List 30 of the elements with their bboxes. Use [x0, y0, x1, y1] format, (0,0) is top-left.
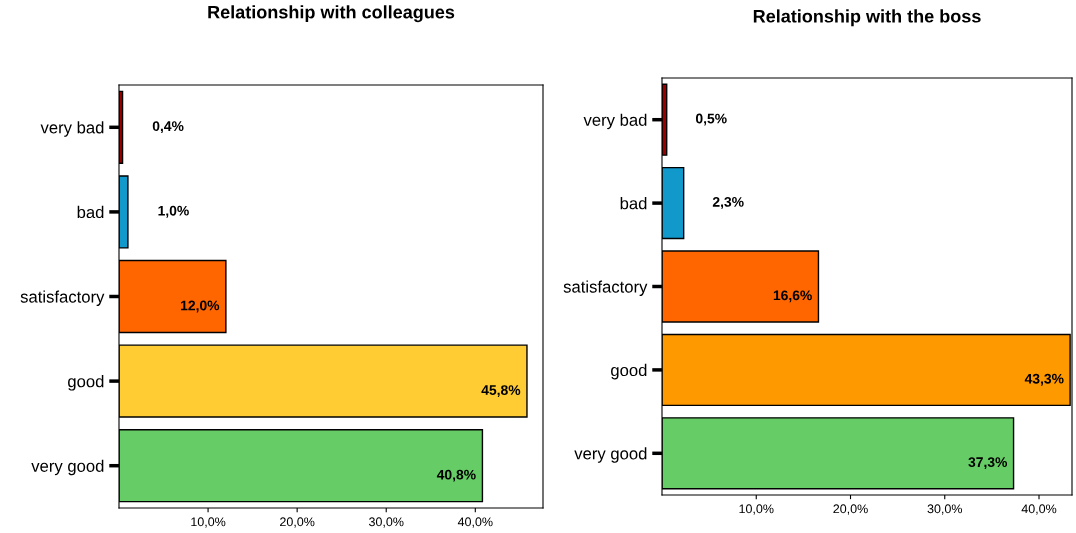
x-tick-label: 10,0%: [191, 517, 226, 528]
y-tick-label: satisfactory: [563, 280, 648, 296]
y-tick-label: bad: [620, 197, 647, 210]
data-label: 43,3%: [1024, 373, 1064, 386]
y-tick-label: very bad: [40, 121, 104, 137]
chart-title: Relationship with colleagues: [208, 5, 455, 23]
y-tick-label: bad: [77, 205, 104, 219]
x-tick-label: 20,0%: [833, 504, 868, 515]
y-tick-label: good: [611, 363, 647, 380]
data-label: 45,8%: [481, 385, 521, 397]
data-label: 40,8%: [436, 469, 476, 482]
x-tick-label: 30,0%: [368, 517, 404, 528]
x-tick-label: 20,0%: [280, 517, 315, 528]
x-tick-label: 40,0%: [1021, 504, 1057, 515]
x-tick-label: 30,0%: [927, 504, 963, 515]
y-tick-label: very bad: [583, 113, 647, 130]
data-label: 1,0%: [158, 205, 189, 218]
data-label: 0,5%: [695, 113, 727, 126]
y-tick-label: good: [68, 375, 104, 391]
x-tick-label: 10,0%: [739, 504, 774, 515]
x-tick-label: 40,0%: [457, 517, 493, 528]
chart-title: Relationship with the boss: [753, 9, 981, 27]
y-tick-label: very good: [574, 447, 647, 463]
data-label: 0,4%: [152, 121, 184, 134]
data-label: 37,3%: [968, 457, 1008, 470]
y-tick-label: satisfactory: [20, 290, 105, 306]
data-label: 12,0%: [181, 300, 220, 313]
data-label: 2,3%: [712, 196, 744, 209]
data-label: 16,6%: [773, 290, 812, 303]
y-tick-label: very good: [31, 459, 104, 476]
